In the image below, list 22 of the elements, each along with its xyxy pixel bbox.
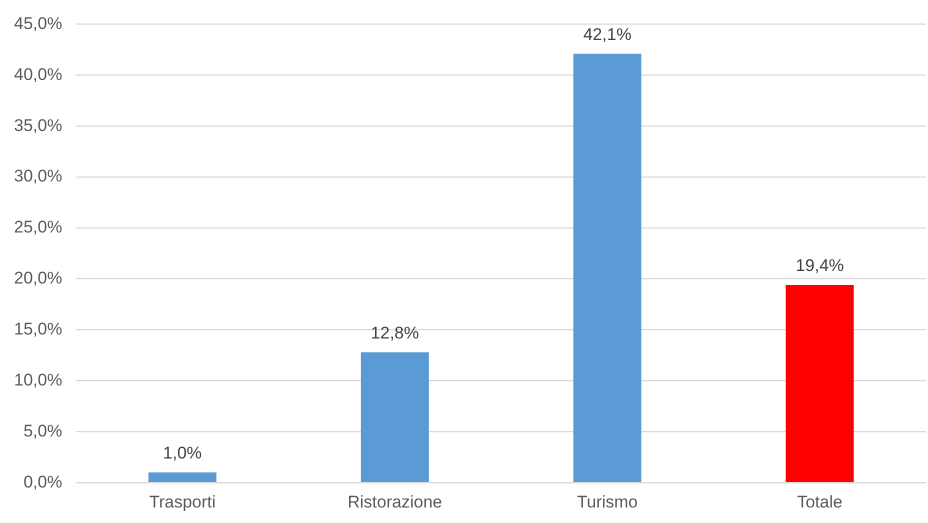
bar bbox=[148, 472, 216, 482]
data-label: 1,0% bbox=[163, 444, 202, 463]
data-label: 12,8% bbox=[370, 323, 419, 342]
y-tick-label: 5,0% bbox=[23, 421, 62, 440]
x-tick-label: Ristorazione bbox=[348, 492, 442, 512]
bar bbox=[573, 54, 642, 482]
y-tick-label: 30,0% bbox=[14, 166, 62, 186]
x-tick-label: Turismo bbox=[576, 492, 638, 512]
y-tick-label: 40,0% bbox=[14, 64, 62, 84]
y-tick-label: 35,0% bbox=[14, 116, 62, 135]
y-tick-label: 15,0% bbox=[14, 319, 62, 338]
x-tick-label: Totale bbox=[797, 492, 842, 512]
y-tick-label: 20,0% bbox=[14, 268, 62, 288]
y-tick-label: 0,0% bbox=[23, 472, 62, 492]
bar bbox=[786, 284, 854, 482]
y-tick-label: 10,0% bbox=[14, 370, 62, 390]
data-label: 19,4% bbox=[796, 256, 844, 276]
x-tick-label: Trasporti bbox=[149, 492, 216, 512]
y-tick-label: 45,0% bbox=[14, 14, 62, 33]
y-tick-label: 25,0% bbox=[14, 218, 62, 237]
data-label: 42,1% bbox=[583, 24, 632, 44]
bar bbox=[360, 352, 429, 482]
